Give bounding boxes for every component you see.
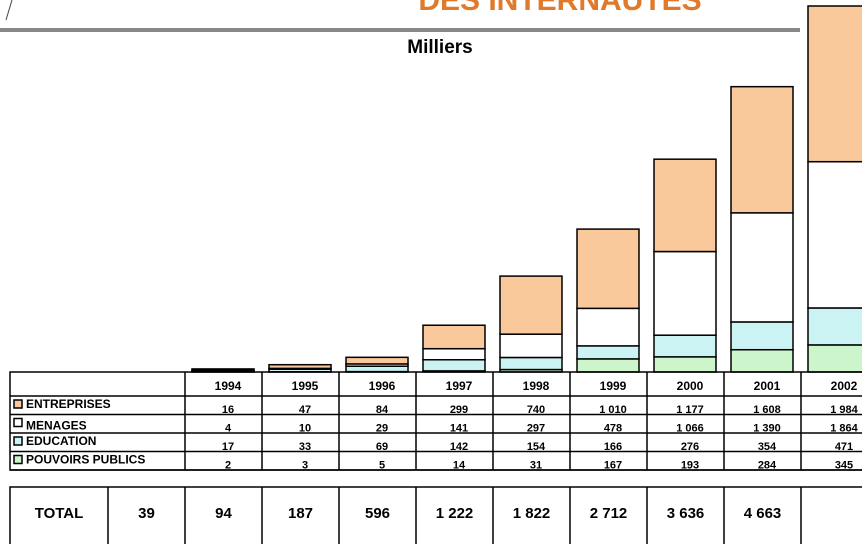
x-tick-label: 1994 xyxy=(215,379,242,393)
table-value: 142 xyxy=(450,441,468,453)
bar-segment xyxy=(345,356,409,365)
bar-segment xyxy=(730,85,794,214)
table-value: 354 xyxy=(758,441,777,453)
bar-segment xyxy=(576,228,640,310)
table-value: 345 xyxy=(835,459,853,471)
bar-segment xyxy=(653,334,717,358)
chart-subtitle: Milliers xyxy=(407,37,472,58)
bar-segment xyxy=(653,356,717,373)
x-tick-label: 1999 xyxy=(600,379,627,393)
bar-segment xyxy=(807,307,862,346)
table-value: 1 984 xyxy=(830,404,858,416)
total-value: 94 xyxy=(215,505,232,522)
total-value: 187 xyxy=(288,505,313,522)
table-value: 84 xyxy=(376,404,389,416)
total-value: 3 636 xyxy=(667,505,705,522)
total-value: 1 222 xyxy=(436,505,474,522)
bar-segment xyxy=(499,275,563,335)
x-tick-label: 2000 xyxy=(677,379,704,393)
table-value: 471 xyxy=(835,441,853,453)
bar-segment xyxy=(730,348,794,373)
bar-segment xyxy=(730,212,794,323)
bar-segment xyxy=(191,368,255,371)
table-value: 47 xyxy=(299,404,311,416)
totals-frame xyxy=(9,486,862,544)
table-value: 1 390 xyxy=(753,422,781,434)
table-value: 297 xyxy=(527,422,545,434)
table-value: 299 xyxy=(450,404,468,416)
table-value: 33 xyxy=(299,441,311,453)
table-value: 276 xyxy=(681,441,699,453)
table-value: 14 xyxy=(453,459,466,471)
bar-segment xyxy=(576,345,640,360)
table-value: 740 xyxy=(527,404,545,416)
bar-segment xyxy=(499,333,563,359)
x-tick-label: 1997 xyxy=(446,379,473,393)
table-value: 167 xyxy=(604,459,622,471)
table-value: 10 xyxy=(299,422,311,434)
bar-segment xyxy=(653,158,717,253)
bar-segment xyxy=(345,365,409,373)
legend-label: ENTREPRISES xyxy=(26,397,111,411)
bar-segment xyxy=(422,324,486,350)
legend-swatch xyxy=(13,454,23,465)
total-value: 596 xyxy=(365,505,390,522)
table-value: 284 xyxy=(758,459,777,471)
total-value: 39 xyxy=(138,505,155,522)
table-value: 154 xyxy=(527,441,546,453)
table-value: 16 xyxy=(222,404,234,416)
bar-segment xyxy=(807,5,862,163)
total-value: 4 663 xyxy=(744,505,782,522)
legend-label: POUVOIRS PUBLICS xyxy=(26,453,145,467)
table-value: 1 608 xyxy=(753,404,781,416)
legend-swatch xyxy=(13,399,23,409)
table-value: 166 xyxy=(604,441,622,453)
x-tick-label: 2001 xyxy=(754,379,781,393)
legend-label: MENAGES xyxy=(26,419,87,433)
x-tick-label: 1998 xyxy=(523,379,550,393)
table-value: 1 177 xyxy=(676,404,704,416)
bar-segment xyxy=(576,358,640,373)
legend-swatch xyxy=(13,417,23,428)
table-value: 193 xyxy=(681,459,699,471)
x-tick-label: 1995 xyxy=(292,379,319,393)
bar-segment xyxy=(576,307,640,347)
bar-segment xyxy=(499,356,563,371)
x-tick-label: 2002 xyxy=(831,379,858,393)
table-value: 2 xyxy=(225,459,231,471)
bar-segment xyxy=(807,344,862,373)
total-value: 1 822 xyxy=(513,505,551,522)
totals-label: TOTAL xyxy=(35,505,84,522)
bar-segment xyxy=(653,250,717,336)
x-tick-label: 1996 xyxy=(369,379,396,393)
header-mark xyxy=(5,0,13,21)
table-value: 31 xyxy=(530,459,542,471)
table-value: 5 xyxy=(379,459,385,471)
table-value: 1 066 xyxy=(676,422,704,434)
table-value: 3 xyxy=(302,459,308,471)
bar-segment xyxy=(730,321,794,351)
table-value: 478 xyxy=(604,422,622,434)
bar-segment xyxy=(807,160,862,309)
chart-title: DES INTERNAUTES xyxy=(418,0,701,17)
table-value: 69 xyxy=(376,441,388,453)
table-value: 4 xyxy=(225,422,232,434)
table-value: 141 xyxy=(450,422,468,434)
bar-segment xyxy=(422,359,486,372)
total-value: 2 712 xyxy=(590,505,628,522)
table-value: 1 010 xyxy=(599,404,627,416)
table-value: 17 xyxy=(222,441,234,453)
table-value: 1 864 xyxy=(830,422,858,434)
bar-segment xyxy=(268,363,332,370)
table-value: 29 xyxy=(376,422,388,434)
bar-segment xyxy=(422,347,486,361)
legend-swatch xyxy=(13,436,23,446)
legend-label: EDUCATION xyxy=(26,434,96,448)
